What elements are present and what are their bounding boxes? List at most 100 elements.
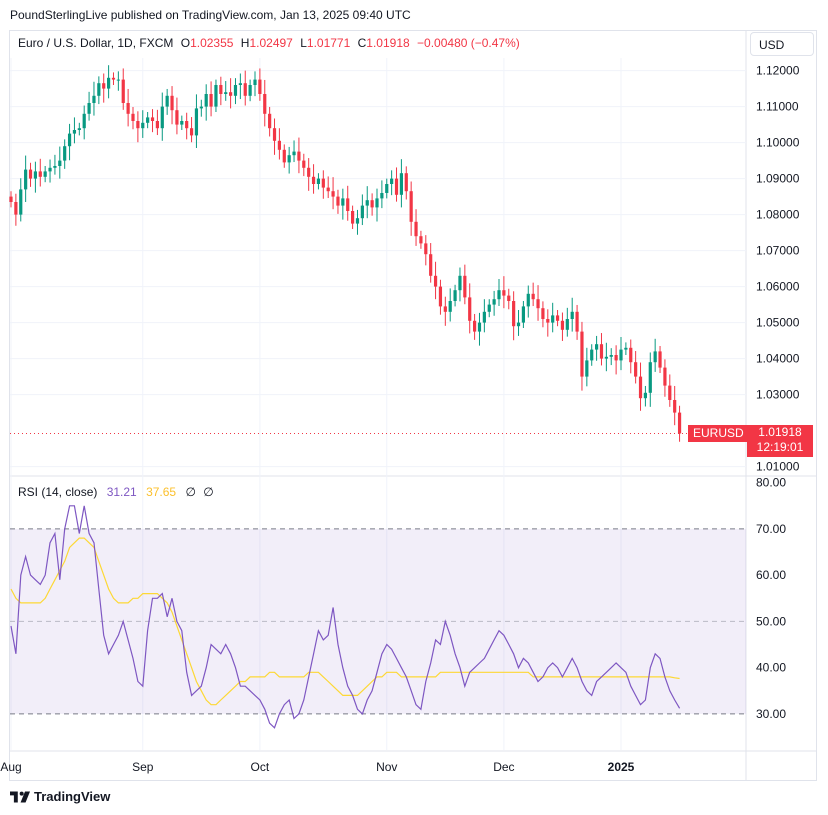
candle-body (326, 187, 330, 192)
candle-body (53, 166, 57, 168)
price-tick-label: 1.09000 (756, 172, 800, 186)
rsi-legend: RSI (14, close) 31.21 37.65 ∅ ∅ (18, 485, 214, 499)
candle-body (336, 196, 340, 206)
candle-body (170, 95, 174, 111)
rsi-tick-label: 60.00 (756, 568, 786, 582)
candle-body (287, 155, 291, 163)
price-tick-label: 1.10000 (756, 136, 800, 150)
candle-body (390, 178, 394, 184)
countdown-time: 12:19:01 (756, 440, 804, 454)
candle-body (551, 315, 555, 323)
candle-body (375, 198, 379, 208)
candle-body (404, 173, 408, 192)
rsi-tick-label: 70.00 (756, 522, 786, 536)
candle-body (150, 117, 155, 121)
tradingview-brand[interactable]: TradingView (10, 789, 110, 804)
candle-body (243, 83, 247, 96)
last-price-label: 1.01918 12:19:01 (747, 425, 813, 457)
candle-body (634, 362, 638, 377)
price-tick-label: 1.03000 (756, 388, 800, 402)
rsi-value: 31.21 (106, 485, 137, 499)
candle-body (72, 130, 77, 134)
candle-body (414, 221, 418, 237)
time-tick-label: Sep (132, 760, 154, 774)
rsi-ma-value: 37.65 (146, 485, 177, 499)
rsi-label[interactable]: RSI (14, close) (18, 485, 98, 499)
candle-body (555, 315, 560, 321)
candle-body (209, 94, 213, 107)
candle-body (155, 121, 159, 129)
candle-body (643, 392, 647, 399)
price-tick-label: 1.07000 (756, 244, 800, 258)
candle-body (482, 311, 486, 323)
rsi-lines (10, 505, 681, 729)
candle-body (214, 85, 218, 107)
candle-body (365, 200, 369, 206)
high-label: H (240, 36, 250, 50)
candle-body (146, 117, 150, 123)
candle-body (258, 79, 262, 94)
candle-body (663, 367, 667, 386)
price-tick-label: 1.05000 (756, 316, 800, 330)
candle-body (473, 320, 477, 332)
candle-body (604, 356, 608, 359)
rsi-ma-line (10, 537, 680, 706)
candle-body (131, 113, 135, 121)
candle-body (468, 297, 472, 321)
candle-body (590, 349, 594, 361)
candle-body (429, 254, 433, 276)
candle-body (619, 349, 623, 361)
candle-body (487, 304, 491, 312)
candle-body (136, 121, 140, 129)
rsi-tick-label: 80.00 (756, 476, 786, 490)
candle-body (409, 191, 413, 222)
candle-body (77, 128, 81, 130)
candle-body (282, 149, 286, 163)
candle-body (297, 151, 301, 161)
candle-body (448, 301, 452, 312)
candle-body (48, 167, 52, 172)
candle-body (67, 133, 72, 147)
candle-body (24, 169, 28, 190)
price-tick-label: 1.01000 (756, 460, 800, 474)
candle-body (121, 79, 125, 103)
candle-body (141, 122, 145, 129)
symbol-price-tag: EURUSD (688, 425, 749, 442)
candle-body (453, 290, 457, 301)
candle-body (316, 178, 321, 184)
symbol-name[interactable]: Euro / U.S. Dollar, 1D, FXCM (18, 36, 174, 50)
candle-body (624, 347, 628, 350)
time-tick-label: Aug (0, 760, 21, 774)
candle-body (33, 171, 37, 179)
currency-button[interactable]: USD (750, 32, 814, 56)
time-tick-label: Dec (493, 760, 514, 774)
candle-body (570, 311, 574, 319)
candle-body (575, 311, 579, 332)
candle-body (507, 295, 511, 301)
candle-body (28, 169, 33, 179)
candle-body (194, 108, 199, 136)
candle-body (9, 196, 13, 202)
candle-body (380, 193, 384, 199)
candle-body (351, 211, 355, 224)
candle-body (629, 347, 633, 363)
candle-body (19, 189, 23, 215)
time-tick-label: Oct (251, 760, 270, 774)
candle-body (668, 385, 672, 400)
candle-body (180, 121, 184, 125)
candle-body (102, 83, 106, 89)
candle-body (219, 85, 223, 94)
candle-body (536, 299, 540, 309)
candle-body (673, 400, 677, 413)
candle-body (677, 412, 682, 434)
candle-body (263, 94, 267, 114)
candle-body (14, 202, 18, 215)
candle-body (238, 83, 242, 85)
rsi-tick-label: 30.00 (756, 707, 786, 721)
candle-body (126, 103, 130, 114)
time-tick-label: Nov (376, 760, 397, 774)
candle-body (458, 275, 462, 291)
candle-body (595, 344, 599, 350)
candle-body (585, 360, 589, 377)
